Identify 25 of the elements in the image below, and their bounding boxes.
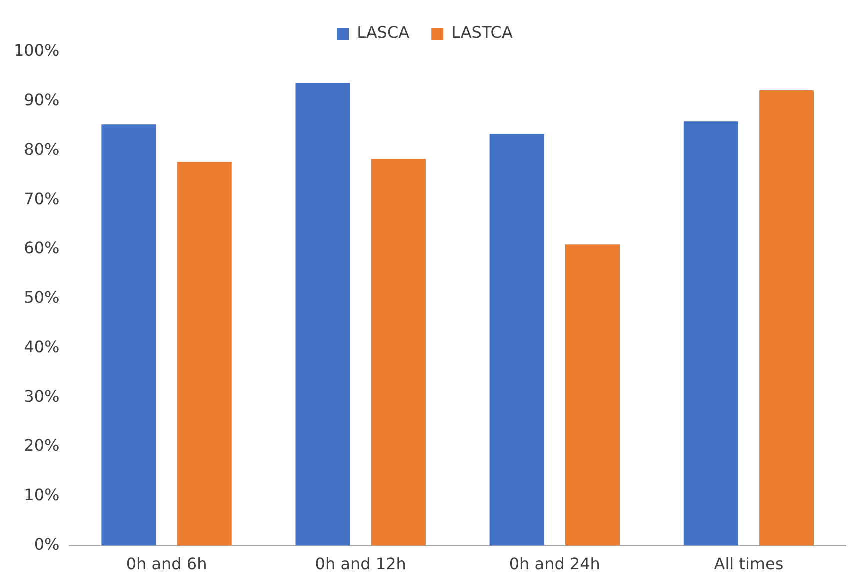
bar (566, 244, 620, 546)
y-tick-label: 50% (24, 288, 60, 308)
x-tick-label: 0h and 24h (509, 554, 600, 574)
bar (371, 159, 426, 546)
y-tick-label: 60% (24, 238, 60, 258)
bar (296, 83, 350, 546)
y-tick-label: 70% (24, 189, 60, 208)
legend-label: LASCA (357, 23, 410, 42)
bar (102, 124, 156, 546)
bar (684, 122, 738, 546)
y-tick-label: 100% (14, 41, 60, 60)
y-tick-label: 90% (24, 90, 60, 110)
y-tick-label: 80% (24, 140, 60, 159)
x-tick-label: 0h and 6h (126, 554, 208, 574)
y-tick-label: 0% (34, 534, 60, 554)
y-tick-label: 40% (24, 337, 60, 356)
y-tick-label: 10% (24, 486, 60, 505)
x-tick-label: 0h and 12h (315, 554, 406, 574)
bar (760, 90, 814, 546)
y-tick-label: 30% (24, 386, 60, 406)
legend-label: LASTCA (452, 23, 513, 42)
x-tick-label: All times (714, 554, 784, 574)
y-tick-label: 20% (24, 436, 60, 456)
bar (177, 162, 232, 546)
bar (490, 134, 544, 546)
